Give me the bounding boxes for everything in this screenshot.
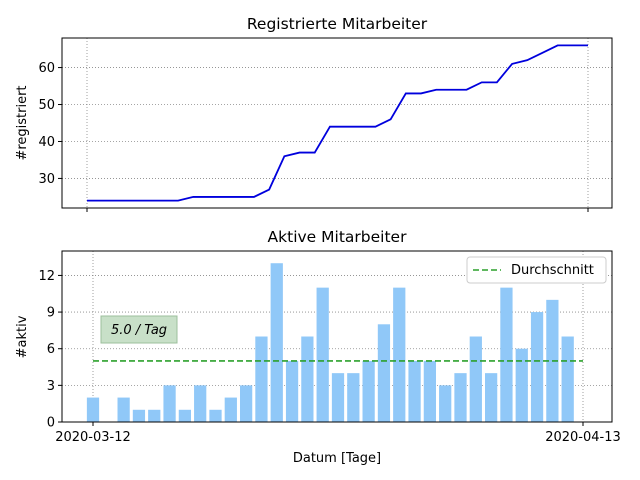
active-bar — [331, 373, 345, 422]
active-bar — [377, 324, 391, 422]
annotation-box — [100, 315, 178, 344]
active-bar — [561, 336, 574, 422]
active-bar — [148, 409, 161, 422]
registered-chart-title: Registrierte Mitarbeiter — [247, 15, 428, 33]
active-bar — [270, 263, 283, 422]
active-bar — [439, 385, 452, 422]
active-y-label: #aktiv — [15, 315, 30, 358]
active-bar — [530, 312, 544, 422]
active-bar — [117, 397, 130, 422]
registered-grid — [62, 38, 612, 208]
active-bar — [209, 409, 222, 422]
registered-y-tick-label: 50 — [38, 98, 55, 113]
active-bar — [515, 348, 528, 422]
active-bar — [408, 360, 421, 422]
active-bar — [485, 373, 498, 422]
active-bar — [163, 385, 176, 422]
active-x-ticks: 2020-03-12 2020-04-13 — [55, 422, 621, 445]
active-bar — [347, 373, 360, 422]
registered-axes-frame — [61, 37, 613, 209]
active-bar — [132, 409, 146, 422]
registered-x-ticks — [86, 208, 589, 212]
active-bar — [393, 287, 406, 422]
registered-y-tick-label: 40 — [38, 135, 55, 150]
active-axes-frame — [61, 250, 613, 423]
active-bar — [301, 336, 314, 422]
active-bar — [240, 385, 253, 422]
active-marks — [86, 263, 574, 422]
registered-y-tick-label: 60 — [38, 61, 55, 76]
active-x-tick-label: 2020-04-13 — [545, 430, 621, 445]
active-bar — [362, 360, 375, 422]
active-y-tick-label: 9 — [47, 306, 55, 321]
active-y-tick-label: 6 — [47, 342, 55, 357]
active-bar — [285, 360, 299, 422]
registered-y-label: #registriert — [15, 85, 30, 160]
registered-chart: Registrierte Mitarbeiter 30 40 50 60 #regis… — [15, 15, 613, 212]
active-chart-title: Aktive Mitarbeiter — [268, 228, 408, 246]
active-bar — [454, 373, 467, 422]
registered-y-ticks: 30 40 50 60 — [38, 61, 62, 187]
active-bar — [255, 336, 268, 422]
active-y-tick-label: 3 — [47, 379, 55, 394]
active-y-tick-label: 12 — [38, 269, 55, 284]
active-bar — [194, 385, 207, 422]
active-bar — [500, 287, 513, 422]
legend: Durchschnitt — [466, 256, 607, 284]
registered-series-line — [87, 44, 588, 202]
active-bar — [423, 360, 436, 422]
active-bar — [224, 397, 237, 422]
active-x-tick-label: 2020-03-12 — [55, 430, 131, 445]
legend-label: Durchschnitt — [511, 263, 594, 278]
active-y-ticks: 0 3 6 9 12 — [38, 269, 62, 431]
annotation-text: 5.0 / Tag — [111, 323, 167, 338]
registered-y-tick-label: 30 — [38, 172, 55, 187]
active-bar — [316, 287, 329, 422]
legend-frame — [466, 256, 607, 284]
active-y-tick-label: 0 — [47, 416, 55, 431]
average-annotation: 5.0 / Tag — [100, 315, 178, 344]
active-x-label: Datum [Tage] — [293, 451, 381, 466]
active-bar — [86, 397, 100, 422]
registered-marks — [87, 44, 588, 202]
active-bar — [178, 409, 191, 422]
active-bar — [469, 336, 482, 422]
